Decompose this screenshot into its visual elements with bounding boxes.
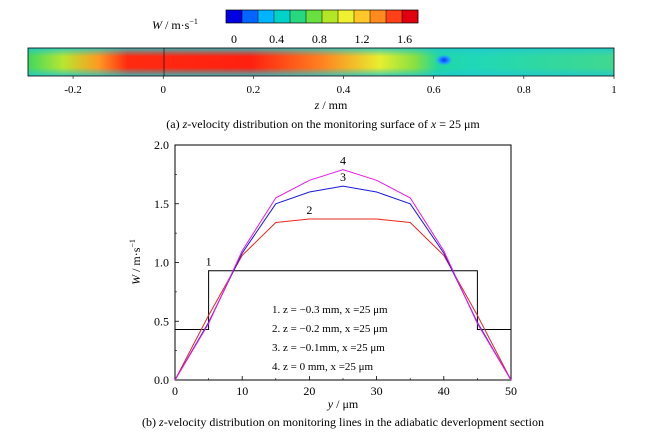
colorbar-cell xyxy=(258,10,275,23)
heatmap-x-tick-label: 0.2 xyxy=(247,84,261,96)
colorbar-tick-label: 0.4 xyxy=(269,32,284,46)
y-tick-label: 0.0 xyxy=(154,373,169,387)
legend-entry: 2. z = −0.2 mm, x =25 μm xyxy=(272,323,388,335)
legend-entry: 3. z = −0.1mm, x =25 μm xyxy=(272,342,385,354)
heatmap-x-ticks: -0.2 0 0.2 0.4 0.6 0.8 1 xyxy=(64,76,617,96)
series-label-3: 3 xyxy=(340,170,346,184)
x-tick-label: 50 xyxy=(505,384,517,398)
y-tick-label: 1.0 xyxy=(154,256,169,270)
colorbar-cell xyxy=(354,10,371,23)
series-label-4: 4 xyxy=(340,154,346,168)
legend: 1. z = −0.3 mm, x =25 μm 2. z = −0.2 mm, … xyxy=(272,304,388,373)
colorbar-cell xyxy=(322,10,339,23)
colorbar-ticks: 0 0.4 0.8 1.2 1.6 xyxy=(231,32,412,46)
series-line-2 xyxy=(174,218,512,381)
colorbar-cell xyxy=(274,10,291,23)
heatmap-x-tick-label: -0.2 xyxy=(64,84,81,96)
series-label-2: 2 xyxy=(306,203,312,217)
series-line-4 xyxy=(174,169,512,381)
caption-a: (a) z-velocity distribution on the monit… xyxy=(166,117,480,131)
caption-b: (b) z-velocity distribution on monitorin… xyxy=(142,415,544,429)
line-chart-x-axis-label: y / μm xyxy=(327,397,359,411)
colorbar: W / m·s−1 0 0.4 0.8 1.2 1.6 xyxy=(152,9,419,46)
colorbar-cell xyxy=(338,10,355,23)
colorbar-tick-label: 1.2 xyxy=(355,32,370,46)
x-tick-label: 0 xyxy=(172,384,178,398)
series-line-1 xyxy=(175,270,511,330)
heatmap-x-tick-label: 0 xyxy=(160,84,166,96)
colorbar-cell xyxy=(290,10,307,23)
x-tick-label: 20 xyxy=(303,384,315,398)
colorbar-tick-label: 0.8 xyxy=(312,32,327,46)
colorbar-tick-label: 0 xyxy=(231,32,237,46)
y-tick-label: 1.5 xyxy=(154,197,169,211)
series-label-1: 1 xyxy=(206,255,212,269)
legend-entry: 4. z = 0 mm, x =25 μm xyxy=(272,361,374,373)
y-tick-label: 2.0 xyxy=(154,138,169,152)
colorbar-frame xyxy=(225,9,419,24)
legend-entry: 1. z = −0.3 mm, x =25 μm xyxy=(272,304,388,316)
heatmap-edge-shading xyxy=(28,48,614,76)
colorbar-cell xyxy=(306,10,323,23)
colorbar-cell xyxy=(226,10,243,23)
x-tick-label: 30 xyxy=(371,384,383,398)
line-chart-series xyxy=(174,169,512,381)
colorbar-tick-label: 1.6 xyxy=(397,32,412,46)
colorbar-label: W / m·s−1 xyxy=(152,17,198,32)
colorbar-cells xyxy=(225,9,419,24)
heatmap-x-tick-label: 0.8 xyxy=(517,84,531,96)
colorbar-cell xyxy=(386,10,403,23)
heatmap-low-velocity-spot xyxy=(435,54,453,66)
line-chart: 0 10 20 30 40 50 0.0 0.5 1.0 1.5 2.0 1 2 3 4 1. z = −… xyxy=(128,138,544,429)
heatmap-x-axis-label: z / mm xyxy=(314,98,348,112)
colorbar-cell xyxy=(402,10,419,23)
line-chart-series-labels: 1 2 3 4 xyxy=(206,154,346,269)
heatmap-x-tick-label: 0.4 xyxy=(337,84,351,96)
colorbar-cell xyxy=(242,10,259,23)
x-tick-label: 40 xyxy=(438,384,450,398)
heatmap-x-tick-label: 0.6 xyxy=(427,84,441,96)
line-chart-ticks: 0 10 20 30 40 50 0.0 0.5 1.0 1.5 2.0 xyxy=(154,138,517,398)
y-tick-label: 0.5 xyxy=(154,314,169,328)
heatmap-x-tick-label: 1 xyxy=(611,84,617,96)
heatmap-panel: -0.2 0 0.2 0.4 0.6 0.8 1 z / mm (a) z-velocity… xyxy=(27,47,617,131)
line-chart-y-axis-label: W / m·s−1 xyxy=(128,239,143,285)
heatmap-frame xyxy=(27,47,615,77)
x-tick-label: 10 xyxy=(236,384,248,398)
colorbar-cell xyxy=(370,10,387,23)
